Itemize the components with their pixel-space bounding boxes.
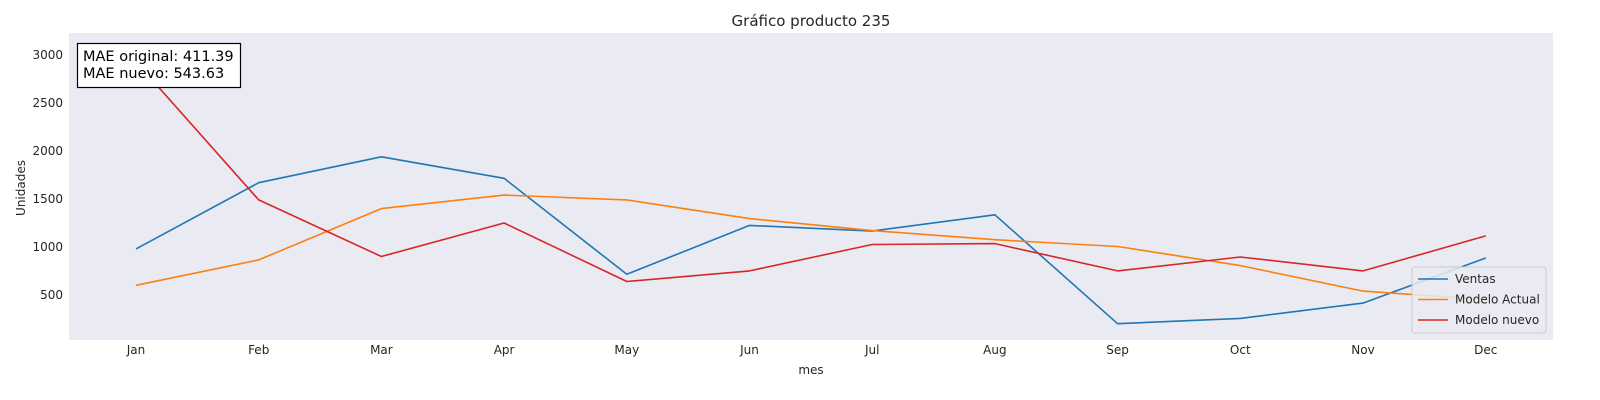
plot-background	[69, 33, 1553, 340]
x-axis-label: mes	[798, 363, 823, 377]
x-tick-label: Sep	[1106, 343, 1129, 357]
y-tick-label: 500	[40, 288, 63, 302]
x-tick-label: Jun	[739, 343, 759, 357]
y-axis-ticks: 500 1000 1500 2000 2500 3000	[32, 48, 63, 302]
x-tick-label: Apr	[494, 343, 515, 357]
mae-annotation-box	[76, 42, 242, 89]
legend-label-modelo-actual: Modelo Actual	[1455, 293, 1540, 307]
x-tick-label: Oct	[1230, 343, 1251, 357]
series-line-ventas	[135, 156, 1486, 325]
chart-title: Gráfico producto 235	[732, 12, 891, 30]
legend-box	[1411, 266, 1547, 334]
mae-original-text: MAE original: 411.39	[83, 49, 234, 65]
y-tick-label: 1000	[32, 240, 63, 254]
series-line-modelo-actual	[135, 194, 1486, 301]
legend-label-ventas: Ventas	[1455, 272, 1496, 286]
legend: Ventas Modelo Actual Modelo nuevo	[1411, 266, 1547, 334]
mae-new-text: MAE nuevo: 543.63	[83, 66, 224, 82]
x-axis-ticks: Jan Feb Mar Apr May Jun Jul Aug Sep Oct Nov Dec	[126, 343, 1498, 357]
y-tick-label: 2000	[32, 144, 63, 158]
legend-label-modelo-nuevo: Modelo nuevo	[1455, 313, 1539, 327]
x-tick-label: Mar	[370, 343, 393, 357]
x-tick-label: Jul	[864, 343, 879, 357]
x-tick-label: Jan	[126, 343, 146, 357]
y-tick-label: 2500	[32, 96, 63, 110]
y-tick-label: 3000	[32, 48, 63, 62]
x-tick-label: Aug	[983, 343, 1006, 357]
series-line-modelo-nuevo	[135, 61, 1486, 283]
y-tick-label: 1500	[32, 192, 63, 206]
series-lines	[135, 61, 1486, 325]
y-axis-label: Unidades	[14, 160, 28, 216]
x-tick-label: May	[614, 343, 639, 357]
mae-annotation: MAE original: 411.39 MAE nuevo: 543.63	[76, 42, 242, 89]
x-tick-label: Nov	[1351, 343, 1374, 357]
x-tick-label: Feb	[248, 343, 269, 357]
x-tick-label: Dec	[1474, 343, 1497, 357]
